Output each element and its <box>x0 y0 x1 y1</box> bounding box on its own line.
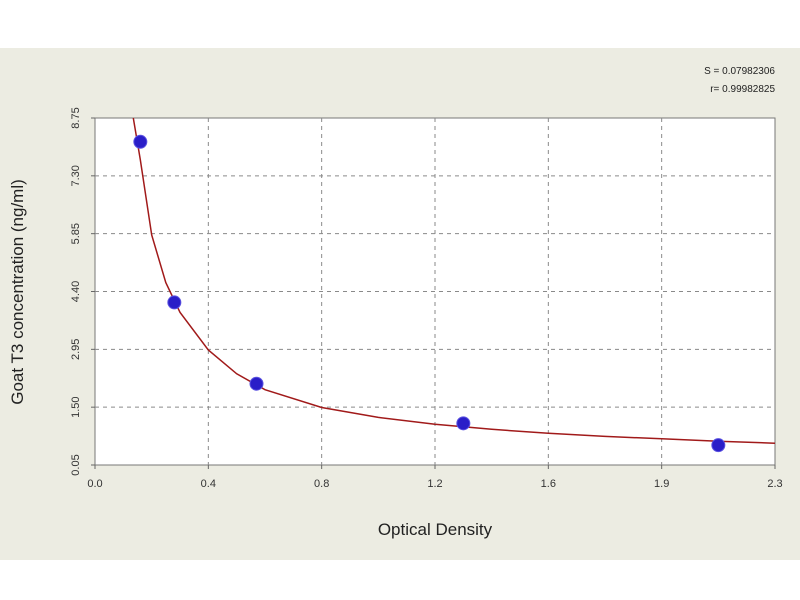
fit-curve-group <box>132 117 776 444</box>
x-axis-title: Optical Density <box>378 520 493 539</box>
data-point <box>133 134 148 149</box>
data-point <box>249 376 264 391</box>
x-axis-ticks: 0.0 0.4 0.8 1.2 1.6 1.9 2.3 <box>87 465 783 490</box>
y-tick-label: 1.50 <box>70 396 82 417</box>
y-tick-label: 7.30 <box>70 165 82 186</box>
x-tick-label: 1.2 <box>427 478 442 490</box>
stat-s-value: S = 0.07982306 <box>704 66 775 77</box>
x-tick-label: 0.4 <box>201 478 216 490</box>
x-tick-label: 1.6 <box>541 478 556 490</box>
y-tick-label: 2.95 <box>70 339 82 360</box>
grid-lines <box>95 118 775 465</box>
y-tick-label: 5.85 <box>70 223 82 244</box>
y-axis-ticks: 0.05 1.50 2.95 4.40 5.85 7.30 8.75 <box>70 107 95 476</box>
data-point <box>167 295 182 310</box>
y-tick-label: 4.40 <box>70 281 82 302</box>
x-tick-label: 0.8 <box>314 478 329 490</box>
data-point <box>456 416 471 431</box>
y-axis-title: Goat T3 concentration (ng/ml) <box>8 179 27 405</box>
data-points <box>133 134 726 453</box>
y-tick-label: 0.05 <box>70 454 82 475</box>
x-tick-label: 0.0 <box>87 478 102 490</box>
stat-r-value: r= 0.99982825 <box>710 84 775 95</box>
y-tick-label: 8.75 <box>70 107 82 128</box>
x-tick-label: 2.3 <box>767 478 782 490</box>
x-tick-label: 1.9 <box>654 478 669 490</box>
fit-curve <box>132 117 776 444</box>
data-point <box>711 438 726 453</box>
